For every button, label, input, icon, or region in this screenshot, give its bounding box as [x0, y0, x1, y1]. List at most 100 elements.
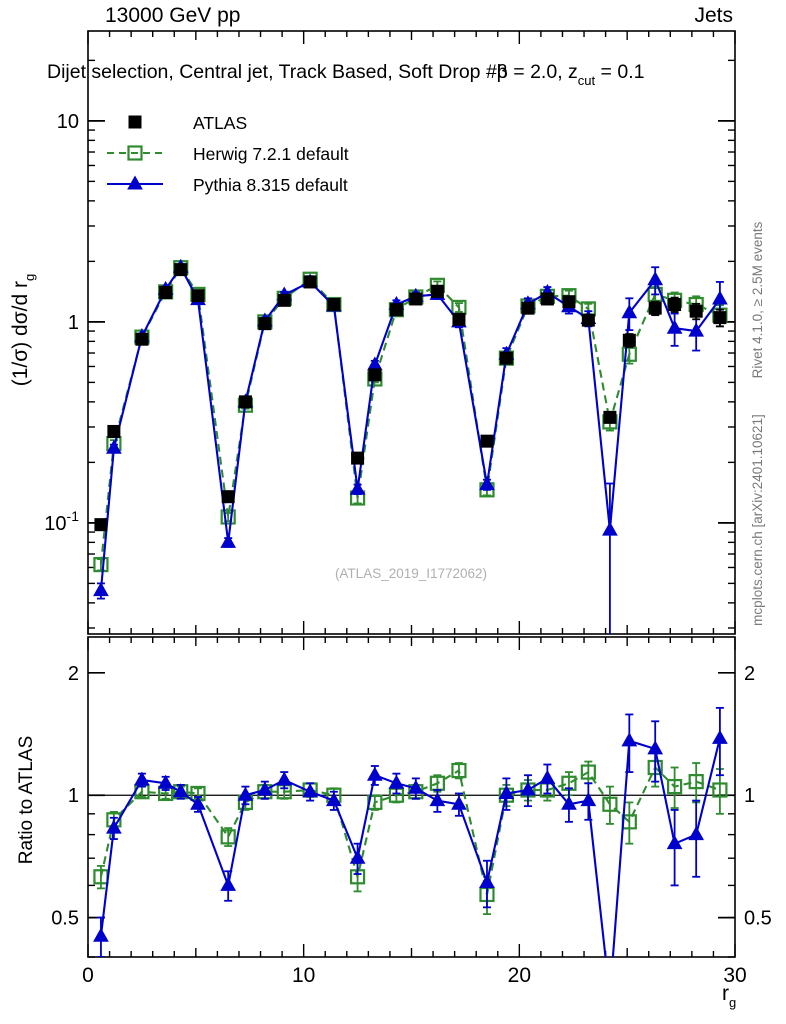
data-point — [258, 317, 272, 331]
data-point — [157, 774, 174, 789]
title-tail: = 0.1 — [595, 61, 644, 83]
x-tick-label: 10 — [292, 964, 315, 987]
data-point — [135, 332, 149, 346]
data-point — [712, 729, 728, 744]
y-ratio-label-text: Ratio to ATLAS — [16, 736, 37, 865]
legend-label: ATLAS — [193, 113, 247, 133]
data-point — [562, 295, 576, 309]
x-axis-label: rg — [722, 982, 736, 1010]
data-point — [238, 395, 252, 409]
data-point — [106, 439, 122, 454]
main-data — [93, 258, 728, 634]
data-point — [430, 284, 444, 298]
y-tick-label: 1 — [68, 312, 79, 334]
data-point — [221, 490, 235, 504]
data-point — [603, 410, 617, 424]
y-tick-label: 1 — [68, 785, 79, 807]
data-point — [712, 782, 728, 798]
ratio-data — [93, 706, 728, 957]
y-tick-label: 10 — [57, 111, 79, 133]
y-main-label-text: (1/σ) dσ/d r — [9, 281, 32, 386]
data-point — [647, 271, 664, 286]
data-point — [191, 289, 205, 303]
data-point — [128, 115, 142, 129]
data-point — [302, 783, 318, 798]
data-point — [429, 775, 445, 791]
main-panel: 10 1 10-1 — [44, 30, 736, 635]
data-point — [451, 762, 467, 779]
data-point — [159, 286, 173, 300]
data-point — [93, 582, 109, 597]
data-point — [452, 312, 466, 326]
data-point — [602, 796, 618, 812]
title-beta: β — [497, 61, 508, 83]
data-point — [409, 292, 423, 306]
y-main-label-sub: g — [22, 274, 37, 281]
data-point — [499, 351, 513, 365]
data-point — [713, 311, 727, 325]
svg-text:rg: rg — [722, 982, 736, 1010]
data-point — [498, 784, 515, 799]
data-point — [689, 304, 703, 318]
data-point — [561, 795, 577, 810]
data-point — [667, 779, 683, 795]
data-point — [93, 927, 109, 942]
x-label-text: r — [722, 982, 729, 1005]
data-point — [303, 275, 317, 289]
data-point — [688, 826, 705, 841]
legend-label: Herwig 7.2.1 default — [193, 144, 349, 164]
y-tick-label: 0.5 — [51, 908, 79, 930]
analysis-watermark: (ATLAS_2019_I1772062) — [335, 566, 487, 581]
header-analysis-category: Jets — [694, 4, 733, 27]
data-point — [256, 781, 273, 796]
data-point — [327, 298, 341, 312]
data-point — [540, 292, 554, 306]
data-point — [349, 480, 366, 495]
svg-text:Dijet selection, Central jet,: Dijet selection, Central jet, Track Base… — [47, 61, 644, 88]
data-point — [220, 829, 236, 845]
data-point — [688, 322, 705, 337]
x-label-sub: g — [729, 995, 736, 1010]
data-point — [429, 792, 446, 807]
data-point — [581, 313, 595, 327]
data-point — [407, 779, 424, 794]
data-point — [127, 145, 143, 161]
data-point — [480, 434, 494, 448]
legend-label: Pythia 8.315 default — [193, 175, 348, 195]
data-point — [666, 319, 683, 334]
x-tick-label: 20 — [508, 964, 531, 987]
data-point — [621, 304, 638, 319]
data-point — [451, 795, 467, 810]
data-point — [388, 774, 405, 789]
data-point — [539, 769, 556, 784]
series-line-herwig — [99, 265, 721, 565]
data-point — [94, 518, 108, 532]
data-point — [521, 301, 535, 315]
header-collision-energy: 13000 GeV pp — [105, 4, 240, 27]
title-sub: cut — [578, 73, 596, 88]
data-point — [172, 783, 189, 798]
y-tick-label-right: 2 — [744, 663, 755, 685]
y-axis-label-main: (1/σ) dσ/d rg — [9, 274, 37, 387]
data-point — [190, 795, 206, 810]
data-point — [621, 732, 638, 747]
svg-text:(1/σ) dσ/d rg: (1/σ) dσ/d rg — [9, 274, 37, 387]
data-point — [389, 303, 403, 317]
data-point — [368, 368, 382, 382]
mcplots-url-text: mcplots.cern.ch [arXiv:2401.10621] — [750, 414, 765, 626]
data-point — [127, 175, 143, 190]
x-tick-label: 30 — [723, 964, 746, 987]
x-tick-label: 0 — [82, 964, 94, 987]
data-point — [220, 509, 236, 525]
data-point — [520, 781, 536, 796]
data-point — [326, 792, 342, 807]
data-point — [366, 766, 383, 781]
data-point — [276, 771, 293, 786]
data-point — [220, 876, 237, 891]
data-point — [666, 835, 683, 850]
y-tick-label: 2 — [68, 663, 79, 685]
title-main: Dijet selection, Central jet, Track Base… — [47, 61, 508, 83]
data-point — [602, 521, 618, 536]
